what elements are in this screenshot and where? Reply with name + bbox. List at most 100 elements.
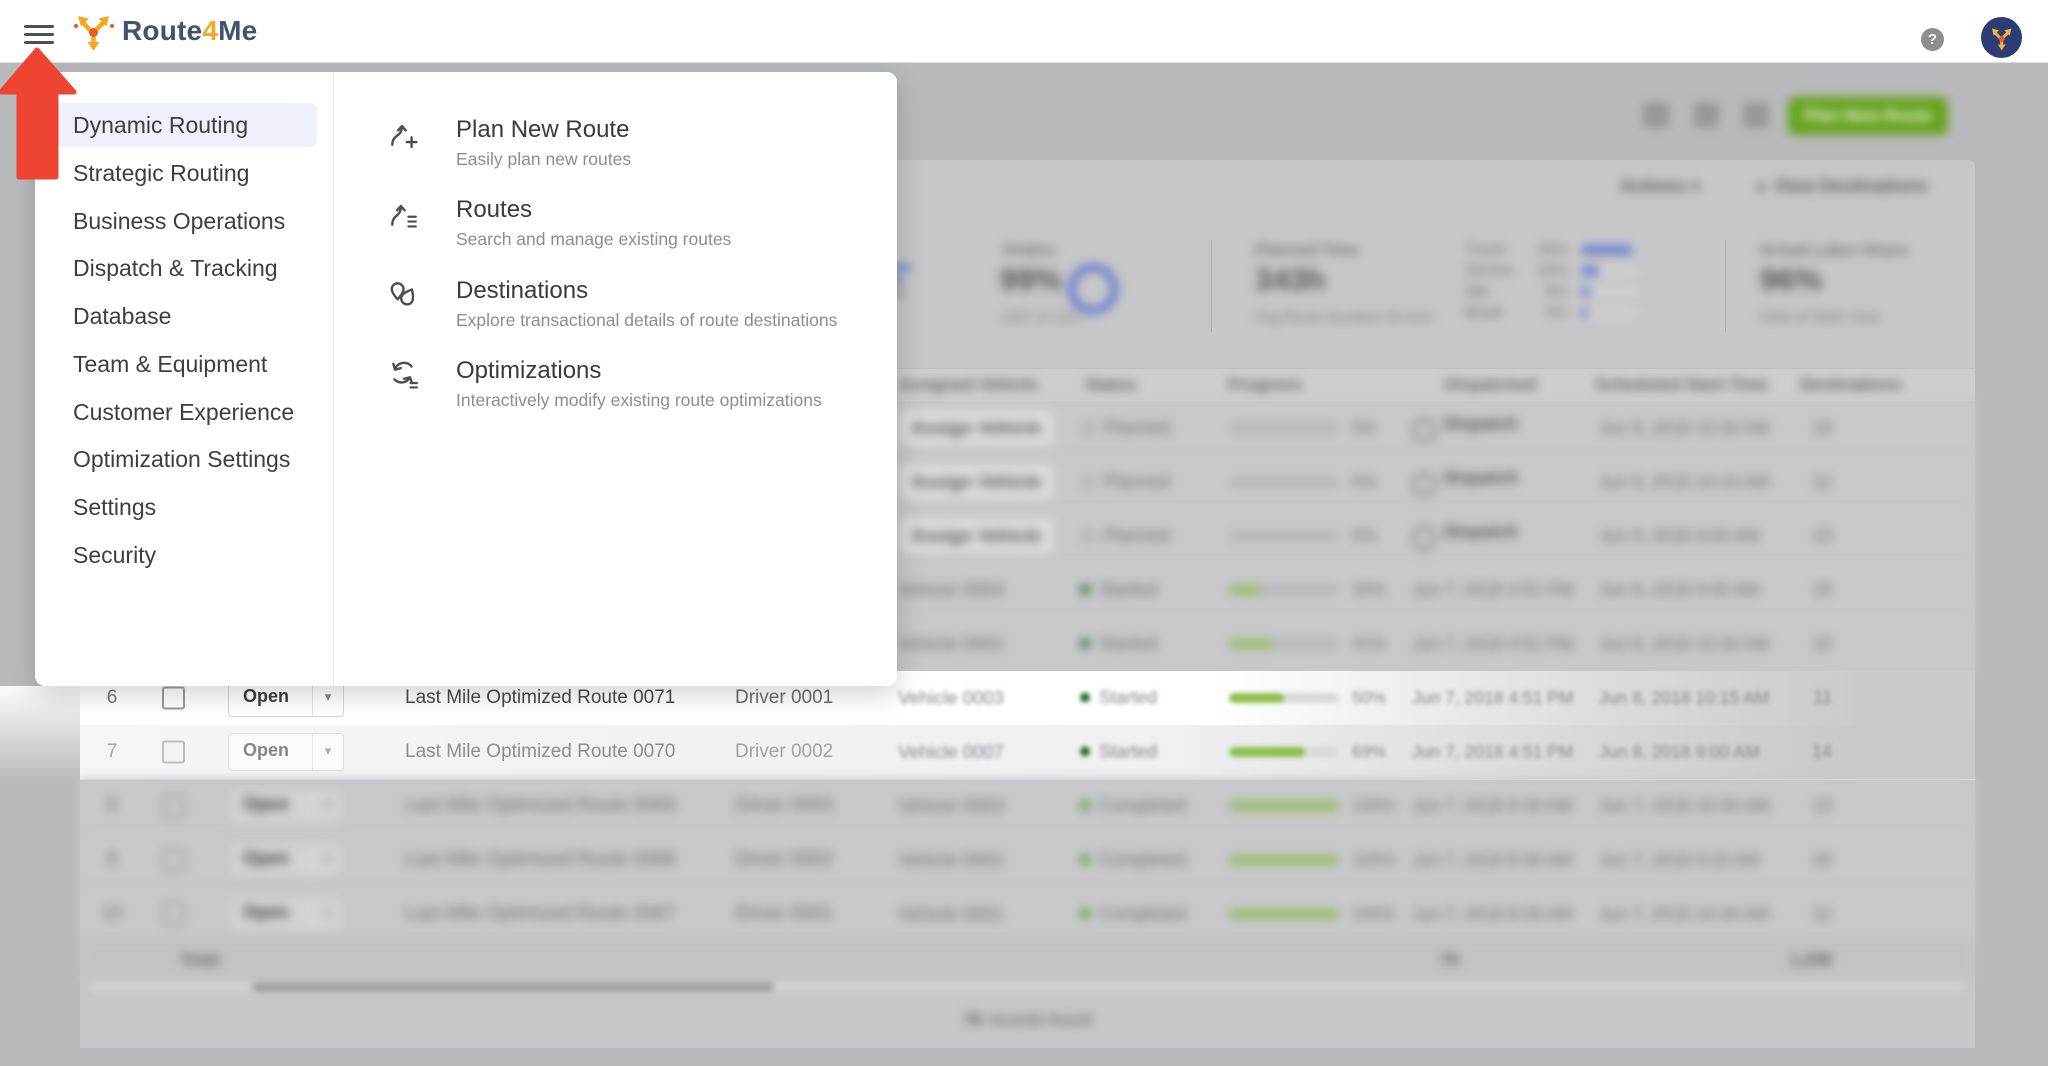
toolbar-icon-3 [1743, 102, 1769, 128]
menu-category-customer-experience[interactable]: Customer Experience [73, 399, 295, 425]
submenu-optimizations[interactable]: Optimizations Interactively modify exist… [388, 357, 868, 417]
menu-category-strategic-routing[interactable]: Strategic Routing [73, 160, 250, 186]
status-dot-icon [1080, 584, 1090, 595]
dispatched-cell: ↑Jun 7, 2018 8:30 AM [1412, 903, 1573, 924]
destinations-count: 12 [1811, 633, 1832, 654]
table-total-row: Total 76 1,298 [80, 941, 1975, 978]
open-route-button[interactable]: Open▾ [228, 733, 344, 771]
progress-fill [1229, 747, 1305, 757]
background-page[interactable]: Plan New Route Actions ▾ ➤ View Destinati… [0, 62, 2048, 1066]
assigned-vehicle[interactable]: Vehicle 0001 [898, 903, 1004, 924]
col-assigned-vehicle: Assigned Vehicle [898, 375, 1038, 394]
status-badge: ◷Started [1080, 688, 1157, 709]
menu-category-database[interactable]: Database [73, 303, 172, 329]
progress-fill [1229, 855, 1339, 865]
chevron-down-icon[interactable]: ▾ [312, 842, 343, 878]
open-route-button[interactable]: Open▾ [228, 841, 344, 879]
menu-category-dynamic-routing[interactable]: Dynamic Routing [47, 103, 317, 147]
submenu-title: Optimizations [456, 357, 602, 384]
red-arrow-annotation [0, 47, 77, 180]
progress-percent: 0% [1352, 526, 1377, 545]
plan-new-route-button: Plan New Route [1788, 97, 1948, 135]
progress-percent: 0% [1352, 418, 1377, 437]
status-badge: ◷ Planned [1080, 525, 1170, 546]
assigned-vehicle[interactable]: Vehicle 0007 [898, 741, 1004, 762]
dispatched-cell: ↑Jun 7, 2018 4:51 PM [1412, 687, 1574, 708]
toolbar-icon-2 [1693, 102, 1719, 128]
planned-time-sub: Avg Route Duration 4h 51m [1255, 310, 1434, 326]
hamburger-menu-button[interactable] [22, 18, 60, 50]
routes-icon [391, 204, 417, 228]
progress-bar [1229, 423, 1339, 433]
orders-sub: 1307 of 1317 [1000, 310, 1085, 326]
assigned-vehicle[interactable]: Assign Vehicle [898, 463, 1055, 501]
row-checkbox[interactable] [162, 740, 185, 764]
toolbar-icon-1 [1643, 102, 1669, 128]
assigned-vehicle[interactable]: Vehicle 0002 [898, 849, 1004, 870]
brand-logo[interactable]: Route4Me [72, 8, 257, 54]
menu-category-settings[interactable]: Settings [73, 494, 157, 520]
dispatched-cell: ↑ Dispatch [1412, 522, 1518, 551]
row-checkbox[interactable] [162, 686, 185, 710]
route-name: Last Mile Optimized Route 0068 [405, 849, 676, 870]
chevron-down-icon[interactable]: ▾ [312, 680, 343, 716]
menu-category-team-equipment[interactable]: Team & Equipment [73, 351, 268, 377]
white-wash [0, 686, 80, 782]
assigned-vehicle[interactable]: Assign Vehicle [898, 409, 1055, 447]
menu-category-optimization-settings[interactable]: Optimization Settings [73, 446, 291, 472]
row-checkbox[interactable] [162, 794, 185, 818]
scheduled-start-time: Jun 8, 2018 10:30 AM [1599, 633, 1770, 654]
chevron-down-icon[interactable]: ▾ [312, 734, 343, 770]
assigned-vehicle[interactable]: Vehicle 0003 [898, 687, 1004, 708]
open-route-button[interactable]: Open▾ [228, 787, 344, 825]
menu-category-security[interactable]: Security [73, 542, 157, 568]
status-badge: ◷Started [1080, 742, 1157, 763]
assigned-vehicle[interactable]: Vehicle 0002 [898, 633, 1004, 654]
progress-bar [1229, 747, 1339, 757]
row-checkbox[interactable] [162, 902, 185, 926]
dispatched-cell: ↑ Dispatch [1412, 414, 1518, 443]
chevron-down-icon[interactable]: ▾ [312, 896, 343, 932]
progress-bar [1229, 585, 1339, 595]
submenu-plan-new-route[interactable]: Plan New Route Easily plan new routes [388, 116, 868, 176]
progress-percent: 100% [1352, 904, 1396, 923]
scheduled-start-time: Jun 8, 2018 10:15 AM [1599, 687, 1770, 708]
user-avatar[interactable] [1981, 17, 2022, 58]
menu-category-business-operations[interactable]: Business Operations [73, 208, 286, 234]
assigned-vehicle[interactable]: Vehicle 0004 [898, 579, 1004, 600]
assigned-vehicle[interactable]: Vehicle 0003 [898, 795, 1004, 816]
row-checkbox[interactable] [162, 848, 185, 872]
table-row: 8 Open ▾ Last Mile Optimized Route 0069 D… [80, 779, 1975, 834]
planned-time-label: Planned Time [1255, 242, 1359, 259]
table-body: 1 Open▾ Last Mile Optimized Route 0076 D… [80, 401, 1975, 942]
progress-fill [1229, 909, 1339, 919]
progress-bar [1229, 693, 1339, 703]
orders-donut [1068, 264, 1118, 314]
progress-percent: 100% [1352, 850, 1396, 869]
status-dot-icon [1080, 746, 1090, 757]
actual-labor-value: 96% [1760, 262, 1823, 297]
help-button[interactable]: ? [1921, 28, 1944, 51]
table-row: 9 Open ▾ Last Mile Optimized Route 0068 D… [80, 833, 1975, 888]
clock-icon: ◷ [1080, 525, 1096, 546]
dispatched-cell: ↑Jun 7, 2018 8:30 AM [1412, 795, 1573, 816]
horizontal-scrollbar[interactable] [90, 982, 1965, 992]
assigned-vehicle[interactable]: Assign Vehicle [898, 517, 1055, 555]
menu-category-dispatch-tracking[interactable]: Dispatch & Tracking [73, 255, 278, 281]
navigation-menu-panel: Dynamic Routing Strategic Routing Busine… [35, 72, 897, 686]
submenu-desc: Search and manage existing routes [456, 229, 732, 249]
chevron-down-icon[interactable]: ▾ [312, 788, 343, 824]
brand-wordmark: Route4Me [122, 15, 258, 46]
submenu-destinations[interactable]: Destinations Explore transactional detai… [388, 277, 868, 337]
actual-labor-sub: 530h of 550h Total [1760, 310, 1880, 326]
scheduled-start-time: Jun 8, 2018 9:45 AM [1599, 579, 1760, 600]
row-number: 9 [106, 849, 118, 870]
submenu-routes[interactable]: Routes Search and manage existing routes [388, 196, 868, 256]
open-route-button[interactable]: Open▾ [228, 895, 344, 933]
destinations-icon [390, 282, 415, 306]
progress-bar [1229, 855, 1339, 865]
destinations-count: 12 [1811, 903, 1832, 924]
col-dispatched: Dispatched [1445, 375, 1537, 394]
scrollbar-thumb[interactable] [252, 982, 774, 992]
